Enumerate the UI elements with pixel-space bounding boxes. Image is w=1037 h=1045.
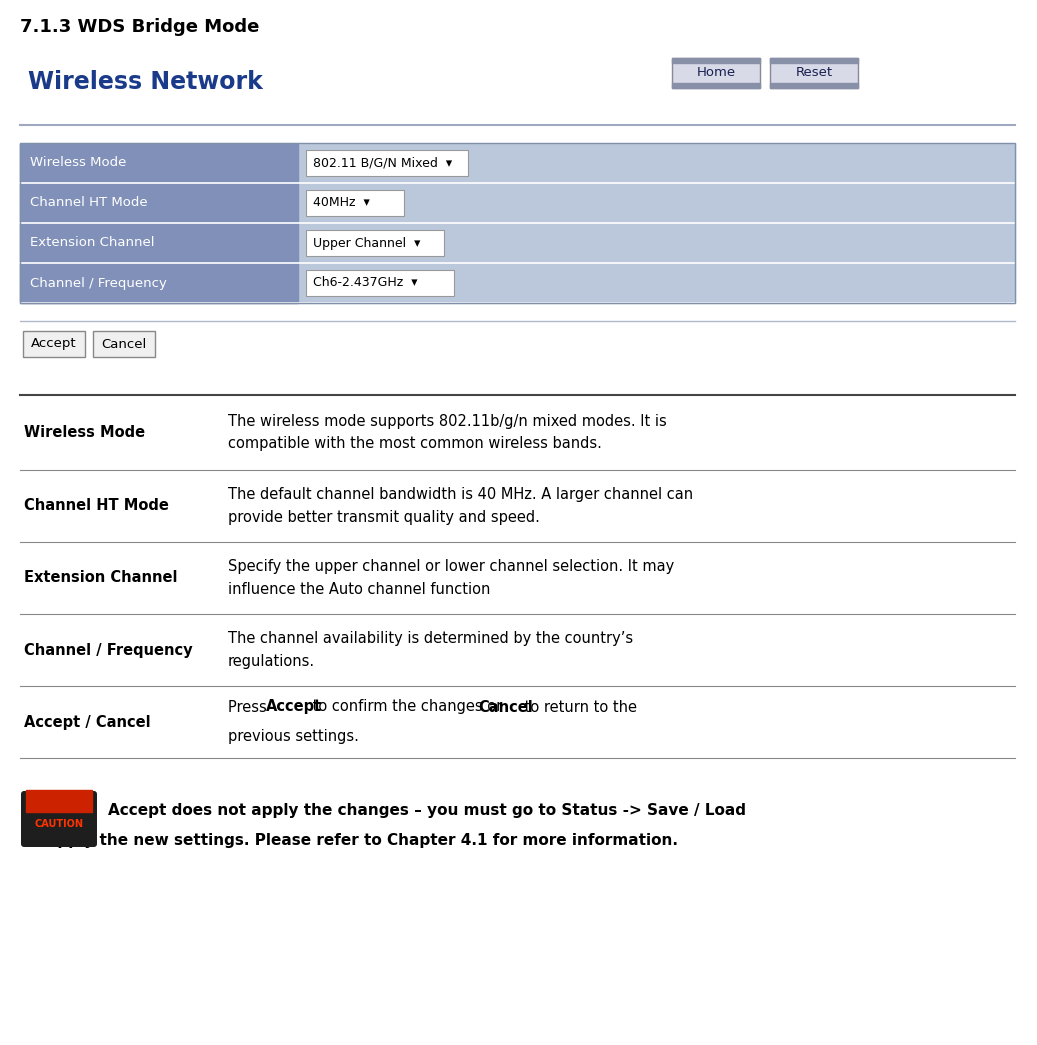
Text: Channel HT Mode: Channel HT Mode [30, 196, 147, 209]
Text: Wireless Mode: Wireless Mode [24, 425, 145, 440]
Text: The wireless mode supports 802.11b/g/n mixed modes. It is
compatible with the mo: The wireless mode supports 802.11b/g/n m… [228, 414, 667, 451]
Text: The default channel bandwidth is 40 MHz. A larger channel can
provide better tra: The default channel bandwidth is 40 MHz.… [228, 487, 693, 525]
Bar [672, 83, 760, 88]
Text: Specify the upper channel or lower channel selection. It may
influence the Auto : Specify the upper channel or lower chann… [228, 559, 674, 597]
Text: to apply the new settings. Please refer to Chapter 4.1 for more information.: to apply the new settings. Please refer … [24, 833, 678, 847]
Text: Accept does not apply the changes – you must go to Status -> Save / Load: Accept does not apply the changes – you … [108, 803, 746, 817]
Bar [306, 270, 454, 296]
Text: Extension Channel: Extension Channel [24, 571, 177, 585]
Bar [20, 143, 1015, 183]
Bar [20, 183, 1015, 223]
Bar [93, 331, 155, 357]
Text: Reset: Reset [795, 67, 833, 79]
Bar [306, 190, 404, 216]
Text: Accept: Accept [265, 699, 323, 715]
Text: Press: Press [228, 699, 272, 715]
Bar [770, 59, 858, 63]
Bar [26, 790, 92, 812]
Bar [20, 223, 298, 263]
FancyBboxPatch shape [21, 791, 97, 847]
Text: 7.1.3 WDS Bridge Mode: 7.1.3 WDS Bridge Mode [20, 18, 259, 36]
Text: Channel / Frequency: Channel / Frequency [30, 277, 167, 289]
Bar [672, 59, 760, 88]
Text: Wireless Network: Wireless Network [28, 70, 262, 94]
Text: The channel availability is determined by the country’s
regulations.: The channel availability is determined b… [228, 631, 634, 669]
Text: Wireless Mode: Wireless Mode [30, 157, 127, 169]
Text: Channel HT Mode: Channel HT Mode [24, 498, 169, 513]
Text: to return to the: to return to the [520, 699, 637, 715]
Text: Home: Home [697, 67, 735, 79]
Bar [306, 150, 468, 176]
Text: Ch6-2.437GHz  ▾: Ch6-2.437GHz ▾ [313, 277, 418, 289]
Text: 802.11 B/G/N Mixed  ▾: 802.11 B/G/N Mixed ▾ [313, 157, 452, 169]
Text: Extension Channel: Extension Channel [30, 236, 155, 250]
Bar [20, 143, 1015, 303]
Text: Cancel: Cancel [478, 699, 533, 715]
Text: Channel / Frequency: Channel / Frequency [24, 643, 193, 657]
Text: Accept: Accept [31, 338, 77, 350]
Text: CAUTION: CAUTION [34, 819, 84, 829]
Text: Upper Channel  ▾: Upper Channel ▾ [313, 236, 420, 250]
Bar [770, 59, 858, 88]
Bar [672, 59, 760, 63]
Text: to confirm the changes or: to confirm the changes or [308, 699, 507, 715]
Bar [306, 230, 444, 256]
Bar [20, 263, 298, 303]
Bar [20, 143, 298, 183]
Text: Cancel: Cancel [102, 338, 146, 350]
Bar [20, 263, 1015, 303]
Text: Accept / Cancel: Accept / Cancel [24, 715, 150, 729]
Bar [20, 223, 1015, 263]
Text: 40MHz  ▾: 40MHz ▾ [313, 196, 370, 209]
Bar [20, 183, 298, 223]
Bar [770, 83, 858, 88]
Text: previous settings.: previous settings. [228, 729, 359, 744]
Bar [23, 331, 85, 357]
